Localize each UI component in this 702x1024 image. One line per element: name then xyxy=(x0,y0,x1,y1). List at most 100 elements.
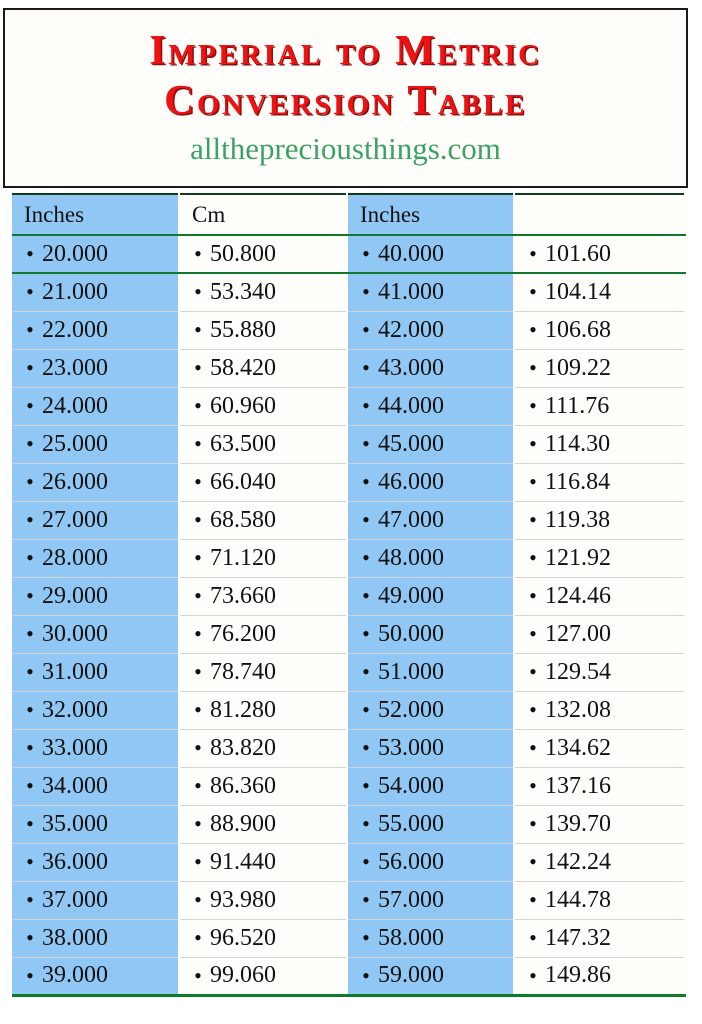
table-row: • 37.000 • 93.980 • 57.000 • 144.78 xyxy=(12,881,686,920)
table-cell: • 139.70 xyxy=(514,805,686,844)
cell-content: • 106.68 xyxy=(515,317,684,344)
bullet-icon: • xyxy=(194,773,202,798)
cell-content: • 109.22 xyxy=(515,355,684,382)
bullet-icon: • xyxy=(26,241,34,266)
table-row: • 32.000 • 81.280 • 52.000 • 132.08 xyxy=(12,691,686,730)
table-cell: • 52.000 xyxy=(347,691,515,730)
title-banner-inner: Imperial to Metric Conversion Table allt… xyxy=(5,10,686,168)
cell-value: 83.820 xyxy=(210,734,276,761)
table-cell: • 66.040 xyxy=(179,463,348,502)
table-cell: • 142.24 xyxy=(514,843,686,882)
cell-value: 119.38 xyxy=(545,506,611,533)
cell-content: • 26.000 xyxy=(12,469,178,496)
bullet-icon: • xyxy=(362,773,370,798)
cell-value: 139.70 xyxy=(545,810,611,837)
cell-value: 96.520 xyxy=(210,924,276,951)
bullet-icon: • xyxy=(26,583,34,608)
table-cell: • 58.000 xyxy=(347,919,515,958)
cell-content: • 44.000 xyxy=(348,393,513,420)
bullet-icon: • xyxy=(194,469,202,494)
cell-content: • 29.000 xyxy=(12,583,178,610)
cell-value: 121.92 xyxy=(545,544,611,571)
cell-value: 49.000 xyxy=(378,582,444,609)
bullet-icon: • xyxy=(362,241,370,266)
cell-content: • 50.800 xyxy=(180,241,346,268)
cell-content: • 45.000 xyxy=(348,431,513,458)
table-cell: • 132.08 xyxy=(514,691,686,730)
cell-value: 42.000 xyxy=(378,316,444,343)
table-row: • 25.000 • 63.500 • 45.000 • 114.30 xyxy=(12,425,686,464)
cell-content: • 24.000 xyxy=(12,393,178,420)
bullet-icon: • xyxy=(26,469,34,494)
cell-value: 56.000 xyxy=(378,848,444,875)
cell-value: 137.16 xyxy=(545,772,611,799)
bullet-icon: • xyxy=(26,925,34,950)
bullet-icon: • xyxy=(194,241,202,266)
bullet-icon: • xyxy=(529,431,537,456)
table-cell: • 44.000 xyxy=(347,387,515,426)
table-cell: • 43.000 xyxy=(347,349,515,388)
table-cell: • 46.000 xyxy=(347,463,515,502)
table-cell: • 47.000 xyxy=(347,501,515,540)
bullet-icon: • xyxy=(362,887,370,912)
bullet-icon: • xyxy=(362,545,370,570)
table-cell: • 24.000 xyxy=(12,387,180,426)
table-row: • 21.000 • 53.340 • 41.000 • 104.14 xyxy=(12,273,686,312)
cell-content: • 41.000 xyxy=(348,279,513,306)
bullet-icon: • xyxy=(362,317,370,342)
cell-value: 53.340 xyxy=(210,278,276,305)
bullet-icon: • xyxy=(194,583,202,608)
table-cell: • 50.000 xyxy=(347,615,515,654)
bullet-icon: • xyxy=(529,697,537,722)
bullet-icon: • xyxy=(26,697,34,722)
cell-value: 52.000 xyxy=(378,696,444,723)
cell-value: 134.62 xyxy=(545,734,611,761)
bullet-icon: • xyxy=(26,849,34,874)
table-cell: • 33.000 xyxy=(12,729,180,768)
cell-value: 78.740 xyxy=(210,658,276,685)
table-row: • 29.000 • 73.660 • 49.000 • 124.46 xyxy=(12,577,686,616)
cell-content: • 59.000 xyxy=(348,962,513,989)
table-body: • 20.000 • 50.800 • 40.000 • 101.60 • 21.000 • 53.3… xyxy=(12,235,686,997)
cell-value: 91.440 xyxy=(210,848,276,875)
bullet-icon: • xyxy=(529,317,537,342)
table-cell: • 93.980 xyxy=(179,881,348,920)
cell-content: • 55.000 xyxy=(348,811,513,838)
bullet-icon: • xyxy=(26,355,34,380)
cell-content: • 114.30 xyxy=(515,431,684,458)
cell-value: 129.54 xyxy=(545,658,611,685)
table-cell: • 54.000 xyxy=(347,767,515,806)
cell-value: 76.200 xyxy=(210,620,276,647)
cell-value: 55.000 xyxy=(378,810,444,837)
bullet-icon: • xyxy=(194,811,202,836)
cell-content: • 53.000 xyxy=(348,735,513,762)
cell-content: • 56.000 xyxy=(348,849,513,876)
cell-value: 142.24 xyxy=(545,848,611,875)
cell-value: 35.000 xyxy=(42,810,108,837)
cell-content: • 50.000 xyxy=(348,621,513,648)
bullet-icon: • xyxy=(529,507,537,532)
cell-content: • 124.46 xyxy=(515,583,684,610)
table-cell: • 34.000 xyxy=(12,767,180,806)
cell-value: 81.280 xyxy=(210,696,276,723)
table-cell: • 51.000 xyxy=(347,653,515,692)
bullet-icon: • xyxy=(194,962,202,988)
bullet-icon: • xyxy=(529,621,537,646)
column-header-inches-2: Inches xyxy=(347,193,515,236)
table-cell: • 109.22 xyxy=(514,349,686,388)
cell-content: • 48.000 xyxy=(348,545,513,572)
cell-value: 60.960 xyxy=(210,392,276,419)
bullet-icon: • xyxy=(362,355,370,380)
bullet-icon: • xyxy=(26,431,34,456)
cell-content: • 149.86 xyxy=(515,962,684,989)
bullet-icon: • xyxy=(194,317,202,342)
bullet-icon: • xyxy=(194,545,202,570)
bullet-icon: • xyxy=(529,773,537,798)
table-cell: • 81.280 xyxy=(179,691,348,730)
cell-content: • 53.340 xyxy=(180,279,346,306)
cell-content: • 139.70 xyxy=(515,811,684,838)
cell-value: 44.000 xyxy=(378,392,444,419)
table-cell: • 28.000 xyxy=(12,539,180,578)
cell-content: • 88.900 xyxy=(180,811,346,838)
table-cell: • 60.960 xyxy=(179,387,348,426)
